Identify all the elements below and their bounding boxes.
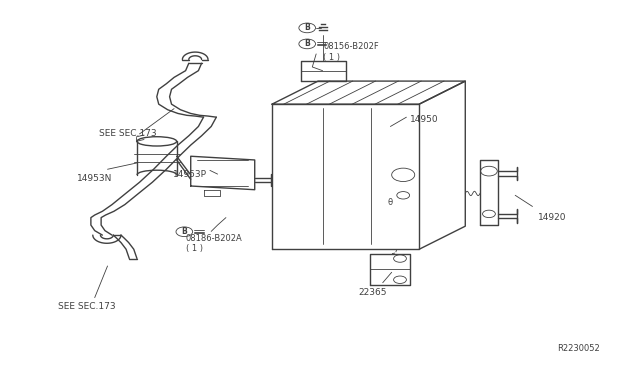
Text: SEE SEC.173: SEE SEC.173 [99,129,157,138]
Text: 22365: 22365 [358,288,387,296]
Text: 08156-B202F
( 1 ): 08156-B202F ( 1 ) [323,42,379,62]
Text: R2230052: R2230052 [557,344,600,353]
Text: 08186-B202A
( 1 ): 08186-B202A ( 1 ) [186,234,243,253]
Text: B: B [182,227,187,236]
Text: θ: θ [388,198,393,207]
Text: 14953P: 14953P [173,170,207,179]
Text: B: B [305,23,310,32]
Text: 14953N: 14953N [77,174,112,183]
Text: 14920: 14920 [538,213,566,222]
Text: B: B [305,39,310,48]
Text: SEE SEC.173: SEE SEC.173 [58,302,115,311]
Text: 14950: 14950 [410,115,438,124]
